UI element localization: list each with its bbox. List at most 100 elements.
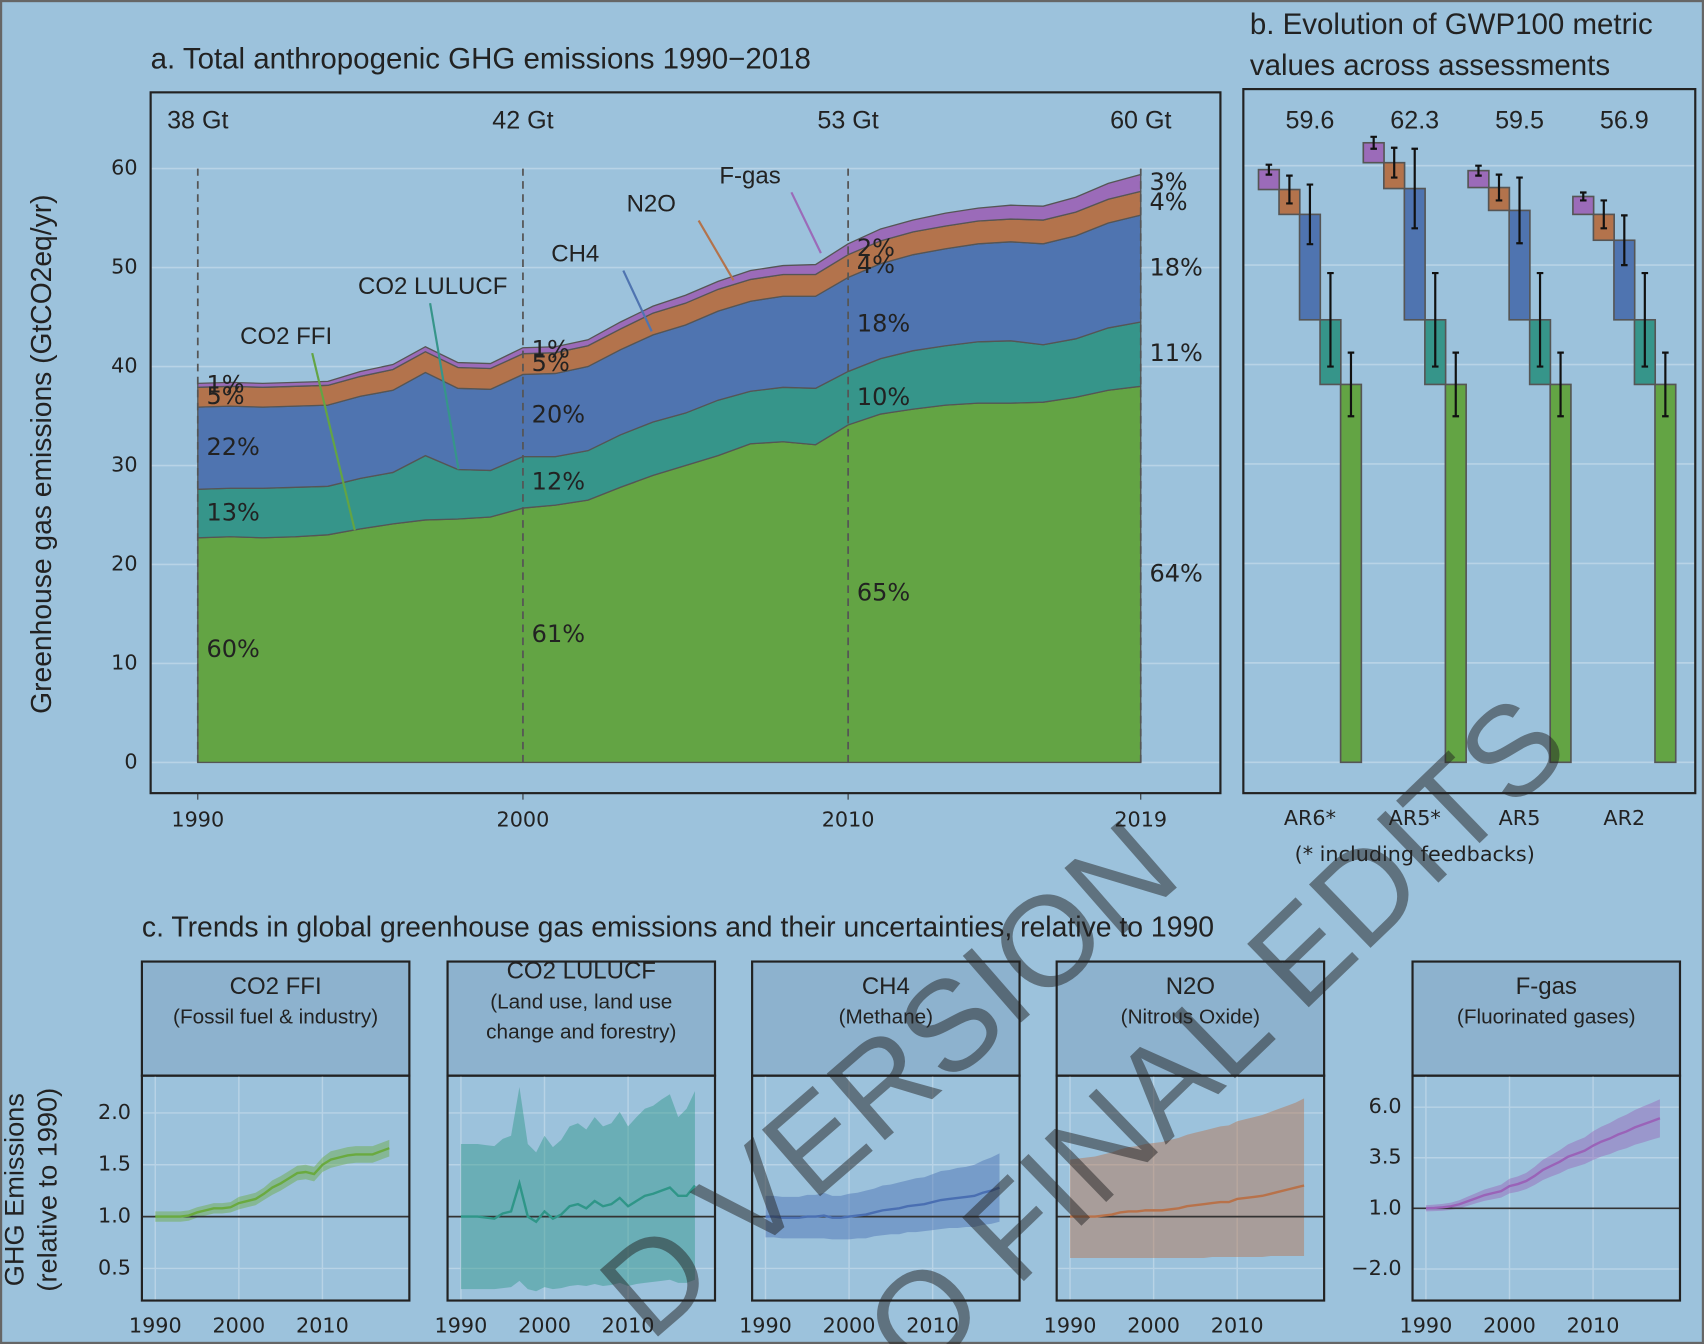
y-tick-label: 30 bbox=[111, 453, 137, 477]
y-tick-label: 0.5 bbox=[98, 1255, 131, 1279]
leader-line bbox=[622, 270, 653, 332]
y-tick-label: −2.0 bbox=[1351, 1256, 1401, 1280]
bar bbox=[1654, 383, 1677, 764]
plot-frame bbox=[149, 91, 1222, 795]
leader-line bbox=[311, 352, 356, 531]
y-axis-label: GHG Emissions bbox=[0, 1093, 30, 1286]
panel-title: values across assessments bbox=[1250, 49, 1610, 82]
share-label: 18% bbox=[1149, 254, 1202, 282]
x-axis-note: (* including feedbacks) bbox=[1295, 842, 1535, 866]
facet-subtitle: (Fluorinated gases) bbox=[1457, 1006, 1636, 1029]
y-tick-label: 20 bbox=[111, 552, 137, 576]
error-bar bbox=[1475, 164, 1482, 177]
share-label: 11% bbox=[1149, 339, 1202, 367]
error-bar bbox=[1327, 271, 1334, 368]
y-tick-label: 1.5 bbox=[98, 1152, 131, 1176]
series-label: CO2 LULUCF bbox=[358, 273, 507, 300]
facet-strip bbox=[1055, 960, 1326, 1077]
facet-strip bbox=[140, 960, 411, 1077]
x-tick-label: 2000 bbox=[823, 1314, 876, 1338]
bar bbox=[1549, 383, 1572, 764]
share-label: 5% bbox=[207, 382, 245, 410]
trend-line bbox=[1425, 1117, 1661, 1210]
y-tick-label: 2.0 bbox=[98, 1100, 131, 1124]
x-tick-label: 1990 bbox=[129, 1314, 182, 1338]
plot-frame bbox=[1411, 1074, 1682, 1302]
leader-line bbox=[429, 302, 460, 470]
total-label: 60 Gt bbox=[1110, 106, 1171, 134]
share-label: 61% bbox=[532, 620, 585, 648]
uncertainty-band bbox=[1070, 1098, 1305, 1259]
error-bar bbox=[1579, 191, 1587, 202]
error-bar bbox=[1557, 351, 1564, 418]
x-tick-label: 2019 bbox=[1114, 807, 1167, 831]
x-tick-label: 2010 bbox=[602, 1314, 655, 1338]
share-label: 3% bbox=[1149, 168, 1187, 196]
facet-strip bbox=[751, 960, 1021, 1077]
x-tick-label: 2000 bbox=[1127, 1314, 1180, 1338]
facet-subtitle: change and forestry) bbox=[486, 1021, 676, 1044]
section-title: c. Trends in global greenhouse gas emiss… bbox=[142, 910, 1214, 942]
y-axis-label: (relative to 1990) bbox=[31, 1088, 62, 1292]
share-label: 12% bbox=[532, 467, 585, 495]
total-label: 56.9 bbox=[1600, 106, 1649, 134]
series-label: CO2 FFI bbox=[240, 323, 332, 350]
x-tick-label: 2010 bbox=[296, 1314, 349, 1338]
error-bar bbox=[1662, 351, 1669, 418]
leader-line bbox=[790, 191, 822, 254]
panel-title: a. Total anthropogenic GHG emissions 199… bbox=[151, 43, 811, 76]
error-bar bbox=[1431, 271, 1439, 368]
x-tick-label: 1990 bbox=[1400, 1314, 1453, 1338]
x-tick-label: 2000 bbox=[518, 1314, 571, 1338]
trend-line bbox=[1070, 1184, 1305, 1218]
share-label: 1% bbox=[207, 370, 245, 398]
uncertainty-band bbox=[1425, 1099, 1660, 1212]
error-bar bbox=[1347, 351, 1355, 418]
error-bar bbox=[1265, 163, 1273, 176]
plot-frame bbox=[1055, 1074, 1326, 1302]
y-tick-label: 40 bbox=[111, 354, 137, 378]
error-bar bbox=[1286, 174, 1293, 205]
error-bar bbox=[1516, 176, 1523, 245]
plot-frame bbox=[1242, 88, 1697, 795]
error-bar bbox=[1306, 183, 1314, 246]
share-label: 65% bbox=[857, 579, 910, 607]
y-axis-label: Greenhouse gas emissions (GtCO2eq/yr) bbox=[25, 194, 57, 713]
bar bbox=[1339, 383, 1363, 764]
share-label: 60% bbox=[207, 635, 260, 663]
facet-title: N2O bbox=[1166, 973, 1215, 1000]
facet-subtitle: (Land use, land use bbox=[490, 990, 672, 1013]
x-tick-label: 2000 bbox=[497, 807, 550, 831]
error-bar bbox=[1621, 214, 1628, 267]
x-tick-label: AR2 bbox=[1603, 806, 1645, 830]
share-label: 13% bbox=[207, 499, 260, 527]
x-tick-label: 2010 bbox=[1567, 1314, 1620, 1338]
error-bar bbox=[1641, 271, 1649, 368]
share-label: 2% bbox=[857, 234, 895, 262]
trend-line bbox=[155, 1147, 390, 1218]
x-tick-label: 2010 bbox=[1211, 1314, 1264, 1338]
x-tick-label: AR6* bbox=[1284, 806, 1336, 830]
trend-line bbox=[460, 1178, 696, 1224]
x-tick-label: 2000 bbox=[212, 1314, 265, 1338]
share-label: 5% bbox=[532, 349, 570, 377]
x-tick-label: 2010 bbox=[906, 1314, 959, 1338]
share-label: 10% bbox=[857, 383, 910, 411]
share-label: 1% bbox=[532, 336, 570, 364]
plot-frame bbox=[446, 1074, 717, 1302]
total-label: 53 Gt bbox=[817, 106, 878, 134]
x-tick-label: 2000 bbox=[1483, 1314, 1536, 1338]
x-tick-label: 2010 bbox=[822, 807, 875, 831]
facet-title: CO2 LULUCF bbox=[507, 958, 656, 985]
facet-subtitle: (Nitrous Oxide) bbox=[1121, 1006, 1260, 1029]
series-label: F-gas bbox=[719, 162, 780, 189]
share-label: 22% bbox=[207, 433, 260, 461]
y-tick-label: 1.0 bbox=[98, 1204, 131, 1228]
share-label: 20% bbox=[532, 401, 585, 429]
total-label: 59.5 bbox=[1495, 106, 1544, 134]
y-tick-label: 50 bbox=[111, 255, 137, 279]
series-label: N2O bbox=[627, 191, 676, 218]
x-tick-label: AR5 bbox=[1499, 806, 1541, 830]
area-layer bbox=[197, 173, 1142, 388]
error-bar bbox=[1411, 147, 1418, 230]
